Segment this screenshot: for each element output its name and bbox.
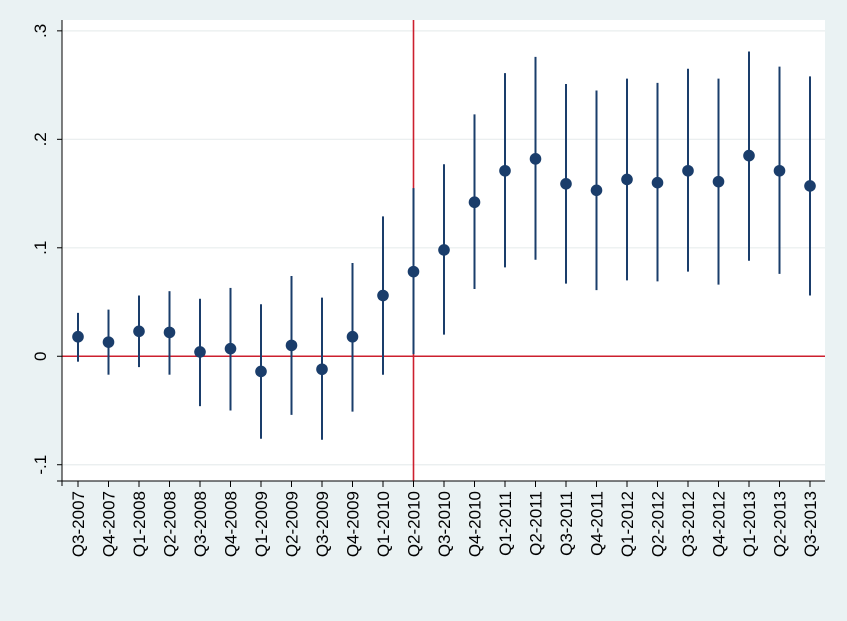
x-tick-label: Q3-2010 (435, 491, 454, 557)
point-estimate (651, 176, 664, 189)
x-tick-label: Q1-2008 (130, 491, 149, 557)
y-tick-label: .2 (31, 132, 50, 146)
x-tick-label: Q4-2009 (344, 491, 363, 557)
x-tick-label: Q1-2010 (374, 491, 393, 557)
point-estimate (102, 336, 115, 348)
x-tick-label: Q2-2013 (771, 491, 790, 557)
point-estimate (163, 326, 176, 339)
x-tick-label: Q1-2011 (496, 491, 515, 556)
point-estimate (316, 363, 328, 376)
x-tick-label: Q2-2010 (405, 491, 424, 557)
point-estimate (377, 289, 389, 302)
x-tick-label: Q1-2013 (740, 491, 759, 557)
point-estimate (346, 330, 359, 343)
x-tick-label: Q2-2011 (527, 491, 546, 556)
x-tick-label: Q4-2011 (588, 491, 607, 556)
x-tick-label: Q3-2012 (679, 491, 698, 557)
x-tick-label: Q2-2009 (283, 491, 302, 557)
x-tick-label: Q3-2007 (69, 491, 88, 557)
point-estimate (224, 342, 237, 355)
y-tick-label: 0 (31, 352, 50, 361)
x-tick-label: Q4-2010 (466, 491, 485, 557)
x-tick-label: Q1-2009 (252, 491, 271, 557)
point-estimate (194, 346, 206, 358)
y-tick-label: .1 (31, 241, 50, 255)
x-tick-label: Q2-2008 (161, 491, 180, 557)
point-estimate (407, 265, 420, 278)
x-tick-label: Q3-2013 (801, 491, 820, 557)
point-estimate (285, 339, 298, 352)
point-estimate (743, 149, 755, 162)
x-tick-label: Q2-2012 (649, 491, 668, 557)
point-estimate (499, 164, 511, 177)
point-estimate (438, 244, 450, 256)
x-tick-label: Q3-2009 (313, 491, 332, 557)
x-tick-label: Q1-2012 (618, 491, 637, 557)
point-estimate (590, 184, 603, 197)
point-estimate (72, 330, 84, 343)
x-tick-label: Q3-2008 (191, 491, 210, 557)
point-estimate (468, 196, 481, 209)
y-tick-label: .3 (31, 24, 50, 38)
point-estimate (712, 175, 725, 188)
point-estimate (773, 164, 786, 177)
x-tick-label: Q4-2007 (100, 491, 119, 557)
x-tick-label: Q4-2012 (710, 491, 729, 557)
point-estimate (255, 365, 267, 378)
point-estimate (560, 177, 572, 190)
point-estimate (133, 325, 145, 338)
point-estimate (682, 164, 694, 177)
x-tick-label: Q4-2008 (222, 491, 241, 557)
point-estimate (529, 153, 542, 165)
point-estimate (804, 180, 816, 192)
x-tick-label: Q3-2011 (557, 491, 576, 556)
point-estimate (621, 173, 633, 186)
y-tick-label: -.1 (31, 455, 50, 475)
